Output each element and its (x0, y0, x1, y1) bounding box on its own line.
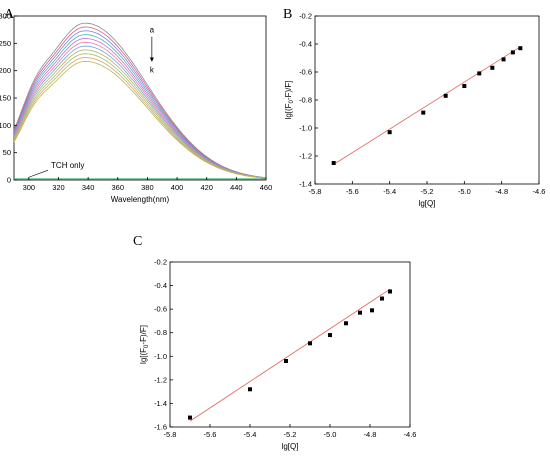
panel-c: C -5.8 -5.6 -5.4 -5.2 -5.0 -4.8 -4.6 -1.6 -1.4 -1.… (133, 234, 416, 451)
x-tick-label: 340 (82, 183, 95, 192)
data-point (284, 359, 288, 363)
x-tick-label: -4.6 (533, 187, 546, 196)
y-tick-label: -1.0 (299, 124, 312, 133)
x-tick-label: -4.6 (404, 430, 417, 439)
spectrum-line-11 (13, 60, 267, 179)
x-tick-label: 320 (52, 183, 65, 192)
data-point (518, 46, 523, 51)
data-point (188, 415, 192, 420)
y-tick-label: -0.6 (154, 305, 167, 314)
data-point (370, 308, 374, 313)
y-tick-label: 0 (7, 176, 11, 185)
data-point (248, 387, 252, 392)
x-tick-label: -5.6 (204, 430, 217, 439)
y-tick-label: 50 (3, 148, 11, 157)
label-a: a (150, 25, 155, 34)
x-axis-title: Wavelength(nm) (111, 195, 170, 204)
data-point (501, 57, 506, 62)
x-tick-label: -5.4 (244, 430, 257, 439)
x-tick-label: -5.2 (421, 187, 434, 196)
fit-line (189, 288, 391, 422)
label-tch-only: TCH only (51, 161, 84, 170)
data-point (443, 93, 448, 98)
y-axis-title-part: lg[(F (139, 348, 148, 364)
y-axis-title-part: lg[(F (284, 103, 293, 119)
panel-letter-a: A (4, 7, 15, 22)
data-point (510, 50, 515, 55)
y-tick-label: 300 (0, 12, 11, 21)
y-axis-title-part: -F)/F] (139, 325, 148, 345)
panel-b: B -5.8 -5.6 -5.4 -5.2 -5.0 -4.8 -4.6 -1.4 -1.2 -1.… (283, 7, 545, 208)
y-axis-title: lg[(F0-F)/F] (284, 81, 295, 120)
y-tick-label: -1.4 (299, 180, 312, 189)
y-tick-label: -1.4 (154, 399, 167, 408)
x-tick-label: 400 (171, 183, 184, 192)
y-tick-label: -1.2 (154, 375, 167, 384)
y-tick-label: 100 (0, 121, 11, 130)
x-tick-label: -5.8 (164, 430, 177, 439)
data-point (490, 65, 495, 70)
data-point (358, 310, 362, 315)
data-point (344, 321, 348, 326)
y-axis-title: lg[(F0-F)/F] (139, 325, 150, 364)
data-point (421, 110, 426, 115)
x-tick-label: -5.2 (284, 430, 297, 439)
x-tick-label: 380 (141, 183, 154, 192)
data-point (387, 130, 392, 135)
x-axis-title: lg[Q] (282, 442, 299, 451)
y-tick-label: -1.2 (299, 152, 312, 161)
y-tick-label: -0.8 (299, 96, 312, 105)
x-tick-label: 460 (260, 183, 273, 192)
x-tick-label: 440 (230, 183, 243, 192)
y-tick-label: 200 (0, 66, 11, 75)
data-point (380, 296, 384, 301)
y-tick-label: -1.6 (154, 423, 167, 432)
y-tick-label: -0.2 (299, 12, 312, 21)
x-tick-label: -5.0 (324, 430, 337, 439)
y-tick-label: -1.0 (154, 352, 167, 361)
fit-line (333, 46, 521, 165)
y-tick-label: -0.8 (154, 328, 167, 337)
y-axis-title-subscript: 0 (144, 344, 150, 348)
x-tick-label: -5.6 (346, 187, 359, 196)
data-point (328, 333, 332, 338)
x-tick-label: -4.8 (364, 430, 377, 439)
y-tick-label: -0.4 (299, 40, 312, 49)
x-tick-label: -5.8 (309, 187, 322, 196)
x-tick-label: -5.0 (458, 187, 471, 196)
data-point (388, 289, 392, 294)
x-tick-label: 360 (112, 183, 125, 192)
panel-letter: C (133, 234, 142, 249)
x-axis-title: lg[Q] (419, 199, 436, 208)
tch-only-pointer (28, 169, 49, 178)
y-tick-label: -0.4 (154, 281, 167, 290)
data-point (477, 71, 482, 76)
y-tick-label: 250 (0, 39, 11, 48)
x-tick-label: 420 (200, 183, 213, 192)
data-point (462, 84, 467, 88)
data-point (331, 161, 336, 165)
x-tick-label: -5.4 (383, 187, 396, 196)
y-tick-label: 150 (0, 94, 11, 103)
y-tick-label: -0.6 (299, 68, 312, 77)
y-tick-label: -0.2 (154, 258, 167, 267)
panel-letter: B (283, 7, 292, 22)
y-axis-title-subscript: 0 (289, 99, 295, 103)
x-tick-label: -4.8 (495, 187, 508, 196)
trend-arrow-head (149, 57, 154, 62)
data-point (308, 341, 312, 346)
label-k: k (150, 65, 155, 74)
y-axis-title-part: -F)/F] (284, 81, 293, 101)
x-tick-label: 300 (23, 183, 36, 192)
